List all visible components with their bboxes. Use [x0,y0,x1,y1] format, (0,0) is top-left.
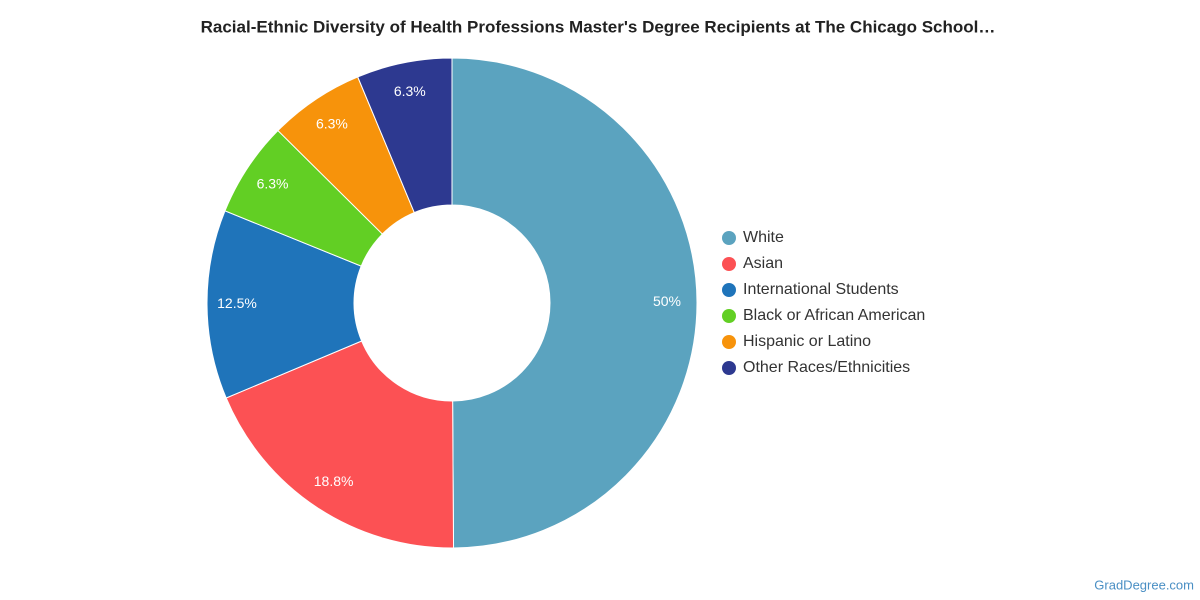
slice [206,210,363,399]
legend-label: Hispanic or Latino [743,333,871,350]
legend-marker [722,257,736,271]
slice [451,57,698,549]
value-label: 18.8% [314,473,354,489]
value-label: 6.3% [394,83,426,99]
slice [225,340,455,549]
legend-label: White [743,229,784,246]
legend-marker [722,231,736,245]
legend-label: Other Races/Ethnicities [743,359,910,376]
source: GradDegree.com [1094,577,1194,592]
value-label: 6.3% [316,115,348,131]
value-label: 50% [653,293,681,309]
slice [357,57,453,214]
legend-label: Black or African American [743,307,925,324]
chart-title: Racial-Ethnic Diversity of Health Profes… [201,17,996,36]
legend-marker [722,283,736,297]
legend-label: International Students [743,281,899,298]
value-label: 12.5% [217,295,257,311]
legend-label: Asian [743,255,783,272]
value-label: 6.3% [257,175,289,191]
legend-marker [722,361,736,375]
legend-marker [722,335,736,349]
legend-marker [722,309,736,323]
